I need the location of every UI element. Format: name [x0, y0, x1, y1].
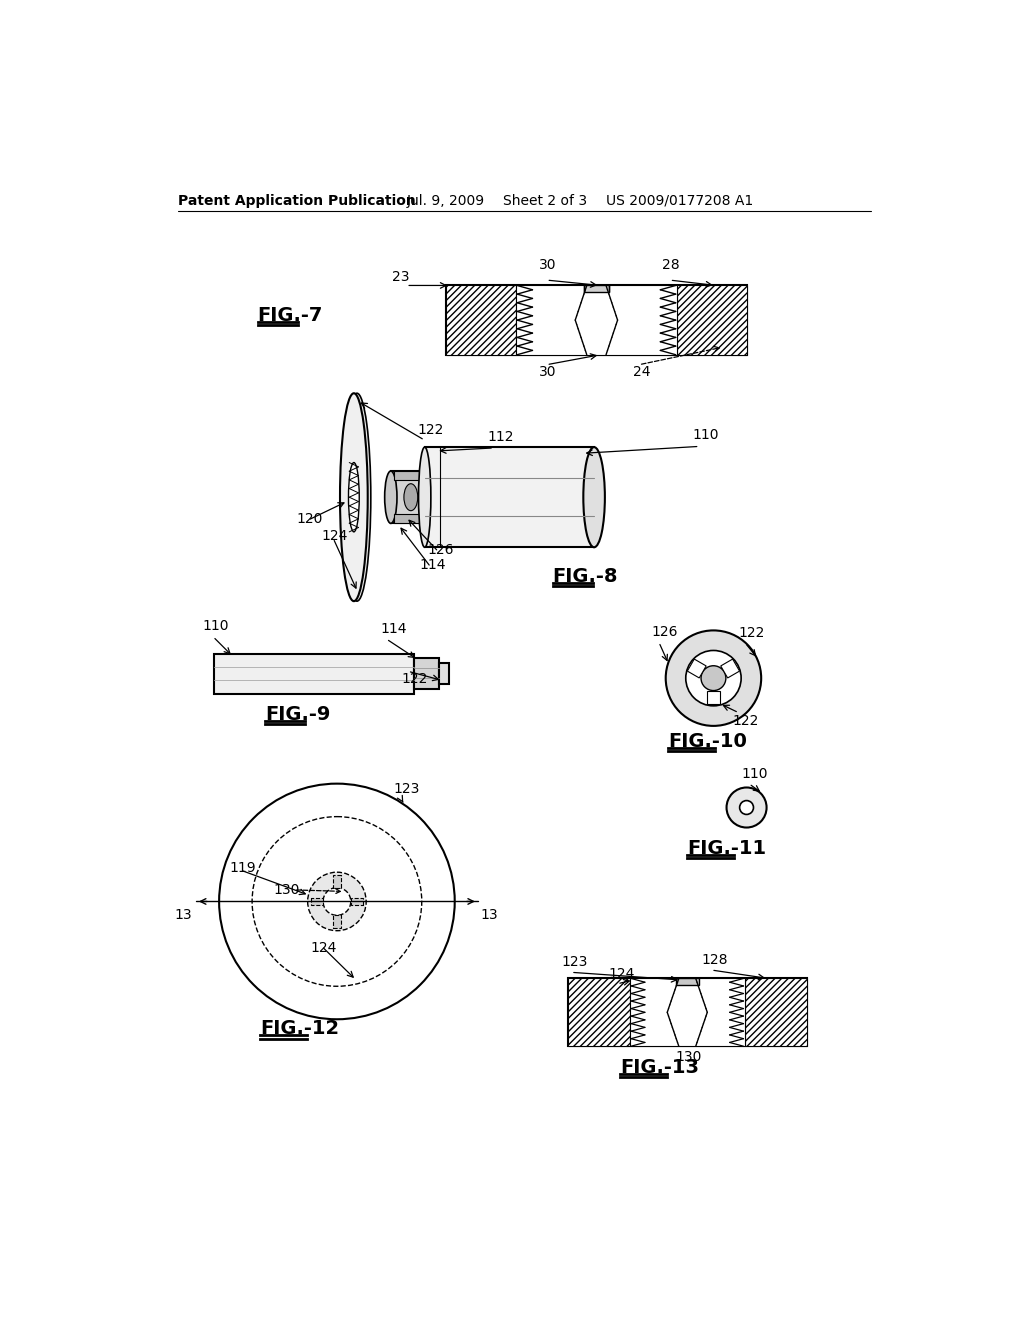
- Text: FIG.-9: FIG.-9: [265, 705, 331, 725]
- Polygon shape: [351, 898, 364, 906]
- Bar: [394, 515, 428, 524]
- Text: 122: 122: [739, 626, 765, 640]
- Ellipse shape: [385, 471, 397, 524]
- Text: 23: 23: [392, 269, 410, 284]
- Ellipse shape: [348, 462, 359, 532]
- Text: FIG.-11: FIG.-11: [687, 840, 766, 858]
- Text: 24: 24: [634, 364, 651, 379]
- Circle shape: [323, 887, 351, 915]
- Text: 128: 128: [701, 953, 728, 966]
- Text: 28: 28: [662, 259, 680, 272]
- Text: 124: 124: [322, 529, 348, 543]
- Polygon shape: [721, 659, 739, 678]
- Text: FIG.-13: FIG.-13: [621, 1057, 699, 1077]
- Text: 30: 30: [539, 259, 556, 272]
- Circle shape: [739, 800, 754, 814]
- Text: FIG.-8: FIG.-8: [553, 566, 618, 586]
- Bar: [676, 978, 698, 985]
- Text: 110: 110: [692, 428, 719, 442]
- Polygon shape: [333, 875, 341, 887]
- Bar: [446, 285, 746, 355]
- Ellipse shape: [403, 483, 418, 511]
- Bar: [568, 978, 807, 1047]
- Text: 130: 130: [273, 883, 299, 896]
- Text: 112: 112: [487, 430, 514, 444]
- Text: 130: 130: [676, 1051, 702, 1064]
- Polygon shape: [310, 898, 323, 906]
- Polygon shape: [707, 690, 720, 705]
- Ellipse shape: [343, 393, 371, 601]
- Text: 110: 110: [741, 767, 768, 780]
- Circle shape: [686, 651, 741, 706]
- Text: 124: 124: [608, 966, 634, 981]
- Text: 122: 122: [401, 672, 428, 686]
- Bar: [745, 978, 807, 1047]
- Bar: [584, 285, 608, 292]
- Text: 126: 126: [652, 624, 678, 639]
- Text: 114: 114: [419, 558, 445, 572]
- Bar: [438, 663, 450, 684]
- Text: 30: 30: [539, 364, 556, 379]
- Bar: [568, 978, 630, 1047]
- Text: Sheet 2 of 3: Sheet 2 of 3: [503, 194, 588, 207]
- Bar: [446, 285, 515, 355]
- Ellipse shape: [425, 471, 437, 524]
- Text: 13: 13: [174, 908, 193, 921]
- Text: 123: 123: [562, 956, 588, 969]
- Text: 122: 122: [733, 714, 759, 729]
- Bar: [214, 653, 414, 693]
- Ellipse shape: [419, 447, 431, 548]
- Text: 13: 13: [481, 908, 499, 921]
- Text: 119: 119: [229, 862, 256, 875]
- Circle shape: [701, 665, 726, 690]
- Bar: [425, 447, 594, 548]
- Text: FIG.-7: FIG.-7: [258, 306, 323, 325]
- Text: Jul. 9, 2009: Jul. 9, 2009: [407, 194, 484, 207]
- Bar: [414, 659, 438, 689]
- Bar: [677, 285, 746, 355]
- Ellipse shape: [584, 447, 605, 548]
- Text: 124: 124: [310, 941, 336, 954]
- Text: US 2009/0177208 A1: US 2009/0177208 A1: [606, 194, 754, 207]
- Circle shape: [666, 631, 761, 726]
- Circle shape: [307, 873, 367, 931]
- Text: FIG.-12: FIG.-12: [260, 1019, 339, 1039]
- Text: 120: 120: [296, 512, 323, 525]
- Bar: [630, 978, 745, 1047]
- Text: FIG.-10: FIG.-10: [668, 733, 746, 751]
- Bar: [515, 285, 677, 355]
- Bar: [394, 471, 428, 480]
- Polygon shape: [333, 915, 341, 928]
- Text: 122: 122: [418, 424, 444, 437]
- Polygon shape: [687, 659, 707, 678]
- Text: 126: 126: [427, 543, 454, 557]
- Text: 114: 114: [380, 622, 407, 636]
- Text: Patent Application Publication: Patent Application Publication: [178, 194, 416, 207]
- Circle shape: [727, 788, 767, 828]
- Bar: [391, 471, 431, 523]
- Text: 123: 123: [394, 781, 420, 796]
- Ellipse shape: [340, 393, 368, 601]
- Text: 110: 110: [202, 619, 228, 634]
